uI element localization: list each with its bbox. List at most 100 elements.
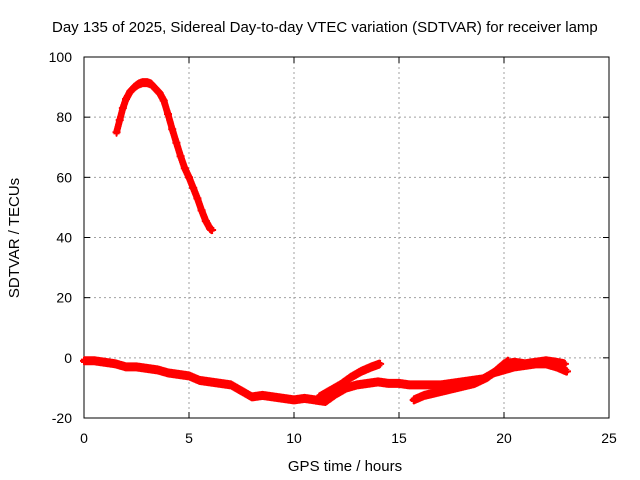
data-point	[521, 361, 529, 370]
data-point	[206, 377, 214, 386]
data-point	[248, 392, 256, 401]
data-point	[321, 397, 330, 406]
data-point	[185, 173, 193, 182]
data-point	[470, 379, 479, 388]
axis-ticks	[83, 56, 610, 419]
data-point	[174, 370, 183, 379]
data-point	[122, 95, 130, 104]
data-point	[258, 391, 267, 400]
data-point	[176, 152, 185, 161]
x-axis-title: GPS time / hours	[288, 458, 402, 475]
tick-labels: 0 5 10 15 20 25 -20 0 20 40 60 80 100	[49, 49, 617, 446]
data-point	[143, 78, 151, 87]
data-point	[122, 362, 130, 371]
y-tick-label: 60	[56, 169, 72, 185]
grid	[84, 57, 609, 418]
x-tick-label: 5	[185, 430, 193, 446]
data-point	[300, 394, 309, 403]
data-point	[458, 382, 466, 391]
data-point	[118, 104, 127, 113]
data-point	[279, 394, 288, 403]
data-point	[101, 358, 109, 367]
data-point	[363, 379, 372, 388]
data-point	[237, 386, 246, 395]
chart-title: Day 135 of 2025, Sidereal Day-to-day VTE…	[52, 19, 598, 36]
data-point	[367, 362, 376, 371]
data-point	[208, 225, 217, 234]
data-point	[420, 391, 429, 400]
data-point	[416, 380, 424, 389]
data-point	[134, 80, 143, 89]
x-tick-label: 25	[601, 430, 617, 446]
data-point	[172, 138, 181, 147]
data-point	[159, 96, 168, 105]
data-point	[346, 373, 355, 382]
data-point	[445, 385, 454, 394]
data-point	[155, 89, 164, 98]
data-point	[357, 367, 366, 376]
data-point	[80, 356, 88, 365]
data-point	[143, 364, 151, 373]
series-branch-b	[409, 356, 513, 405]
data-point	[132, 362, 141, 371]
data-point	[151, 84, 160, 93]
y-tick-label: 20	[56, 290, 72, 306]
data-point	[126, 87, 135, 96]
data-point	[115, 116, 124, 125]
data-point	[552, 362, 561, 371]
y-tick-label: 0	[64, 350, 72, 366]
data-point	[510, 362, 519, 371]
data-point	[542, 359, 550, 368]
data-point	[311, 395, 319, 404]
data-point	[504, 356, 513, 365]
data-point	[111, 359, 120, 368]
data-point	[376, 359, 385, 368]
data-point	[90, 356, 99, 365]
y-tick-label: -20	[52, 410, 72, 426]
data-point	[290, 395, 298, 404]
data-point	[153, 365, 162, 374]
data-point	[193, 194, 202, 203]
data-point	[195, 376, 204, 385]
series-high-arc	[112, 78, 217, 235]
data-point	[147, 80, 156, 89]
data-point	[189, 183, 198, 192]
series-branch-c	[489, 359, 571, 378]
y-tick-label: 40	[56, 230, 72, 246]
x-tick-label: 0	[80, 430, 88, 446]
data-point	[384, 379, 393, 388]
data-point	[374, 377, 382, 386]
data-point	[325, 386, 334, 395]
data-point	[395, 379, 403, 388]
data-point	[563, 367, 571, 376]
data-point	[409, 395, 418, 404]
data-point	[197, 206, 206, 215]
data-point	[201, 216, 210, 225]
data-point	[216, 379, 225, 388]
data-point	[432, 388, 441, 397]
y-tick-label: 100	[49, 49, 73, 65]
data-point	[500, 365, 508, 374]
data-point	[269, 392, 277, 401]
x-tick-label: 15	[391, 430, 407, 446]
x-tick-label: 10	[286, 430, 302, 446]
data-point	[353, 380, 361, 389]
data-point	[531, 359, 540, 368]
data-points	[80, 78, 571, 406]
data-point	[483, 373, 492, 382]
data-point	[227, 380, 235, 389]
data-point	[168, 125, 177, 134]
series-branch-a	[315, 359, 385, 402]
y-axis-title: SDTVAR / TECUs	[6, 178, 23, 298]
data-point	[342, 383, 351, 392]
data-point	[405, 380, 414, 389]
data-point	[489, 368, 498, 377]
data-point	[112, 128, 121, 137]
data-point	[336, 380, 345, 389]
data-point	[180, 164, 189, 173]
y-tick-label: 80	[56, 109, 72, 125]
data-point	[426, 380, 435, 389]
x-tick-label: 20	[496, 430, 512, 446]
data-point	[164, 110, 172, 119]
